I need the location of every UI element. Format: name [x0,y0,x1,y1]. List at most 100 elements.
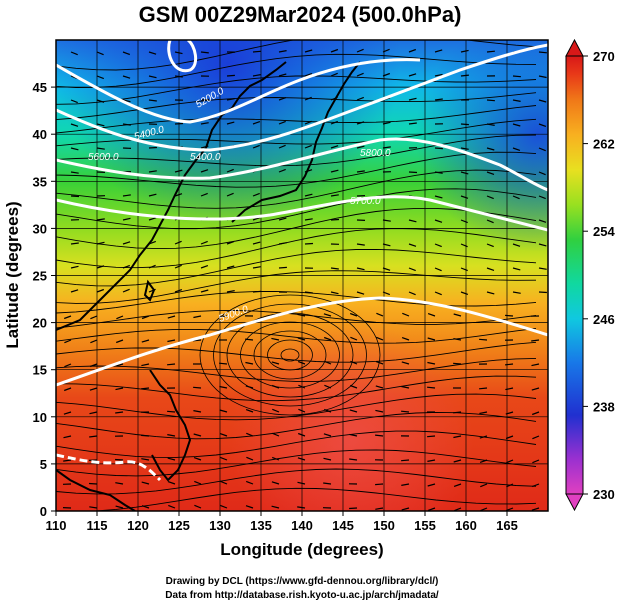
wind-arrow [193,433,202,437]
credit-line-2: Data from http://database.rish.kyoto-u.a… [165,590,439,601]
wind-streamlines [56,40,537,511]
wind-arrow [538,195,546,200]
wind-arrow [89,363,98,368]
wind-arrow [408,219,417,223]
wind-arrow [453,362,462,365]
contour-label-4: 5600.0 [88,152,119,163]
contour-line-4 [56,137,548,192]
wind-arrow [70,51,78,56]
wind-arrow [245,361,254,365]
wind-arrow [512,75,521,78]
wind-arrow [538,123,547,127]
wind-arrow [531,507,540,511]
wind-arrow [401,410,410,413]
wind-arrow [96,99,105,103]
wind-arrow [96,265,105,269]
colorbar-tick-label: 238 [593,399,615,414]
colorbar-tick-label: 254 [593,224,615,239]
streamline [56,248,537,287]
wind-arrow [401,337,410,341]
wind-arrow [304,242,314,245]
map-plot-area: 5200.0 5400.0 5400.0 5600.0 5800.0 5700.… [56,40,548,511]
streamline [56,449,537,477]
wind-arrow [382,48,390,53]
streamline [56,375,537,402]
y-tick-label: 20 [33,316,47,331]
wind-arrow [505,435,514,440]
wind-arrow [505,507,514,511]
wind-arrow [194,480,202,485]
wind-arrow [506,483,514,488]
wind-arrow [330,72,338,77]
wind-arrow [323,313,332,317]
streamline [56,430,537,458]
wind-arrow [538,51,547,54]
wind-arrow [531,387,540,391]
wind-arrow [220,480,228,485]
streamline [56,468,537,495]
wind-arrow [278,120,286,125]
wind-arrow [304,96,312,101]
wind-arrow [252,74,261,77]
x-axis-label: Longitude (degrees) [220,540,383,559]
wind-arrow [349,312,358,317]
wind-arrow [200,169,209,173]
wind-arrow [330,120,339,125]
wind-arrow [434,98,443,101]
wind-arrow [193,410,202,413]
wind-arrow [532,435,540,440]
wind-arrow [356,291,365,295]
wind-arrow [219,385,228,389]
wind-arrow [167,434,176,437]
coastline-philippines [149,369,192,482]
wind-arrow [401,361,410,365]
wind-arrow [271,384,280,389]
wind-arrow [90,339,98,344]
wind-arrow [115,411,124,414]
wind-arrow [505,387,514,391]
x-tick-label: 115 [87,518,108,533]
wind-arrow [375,507,384,510]
wind-arrow [538,219,547,223]
wind-arrow [96,218,105,221]
wind-arrow [174,264,182,269]
wind-arrow [434,195,443,199]
wind-arrow [88,482,98,485]
wind-arrow [486,123,495,126]
wind-arrow [70,289,79,293]
wind-arrow [141,315,150,320]
wind-arrow [538,75,547,79]
wind-arrow [434,147,443,150]
wind-arrow [538,99,547,103]
wind-arrow [427,435,436,438]
wind-arrow [148,193,157,197]
colorbar-top-arrow [565,38,584,57]
coastline-taiwan [143,279,156,302]
wind-arrow [89,411,98,415]
wind-arrow [226,74,235,77]
wind-arrow [200,51,209,54]
wind-arrow [246,456,254,461]
coastline-borneo [56,469,136,511]
wind-arrow [252,217,261,221]
wind-arrow [356,170,365,173]
vortex-ring [280,348,300,362]
wind-arrow [375,483,384,486]
wind-arrow [141,387,150,390]
wind-arrow [505,314,514,317]
wind-arrow [219,315,228,318]
wind-arrow [506,459,514,464]
wind-arrow [297,481,306,485]
wind-arrow [63,459,72,462]
x-axis-ticks: 110 115 120 125 130 135 140 145 150 155 160 165 [46,511,518,533]
contour-line-7 [56,453,162,482]
wind-arrow [330,267,339,270]
wind-arrow [167,363,176,366]
wind-arrow [200,289,209,293]
wind-arrow [323,408,332,413]
wind-arrow [70,265,79,269]
streamline [56,327,537,344]
wind-arrow [505,411,514,415]
wind-arrow [486,243,494,248]
wind-arrow [167,315,176,319]
